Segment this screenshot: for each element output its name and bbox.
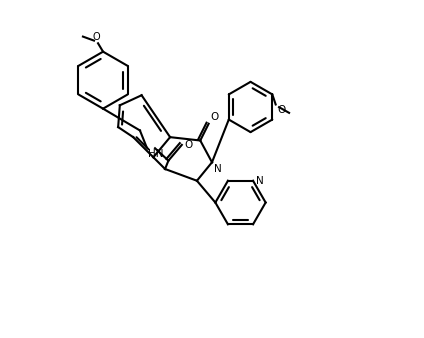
Text: N: N [256,176,263,186]
Text: O: O [184,140,193,150]
Text: O: O [210,112,219,122]
Text: O: O [92,32,100,42]
Text: HN: HN [148,149,164,159]
Text: O: O [277,105,286,115]
Text: N: N [214,164,221,174]
